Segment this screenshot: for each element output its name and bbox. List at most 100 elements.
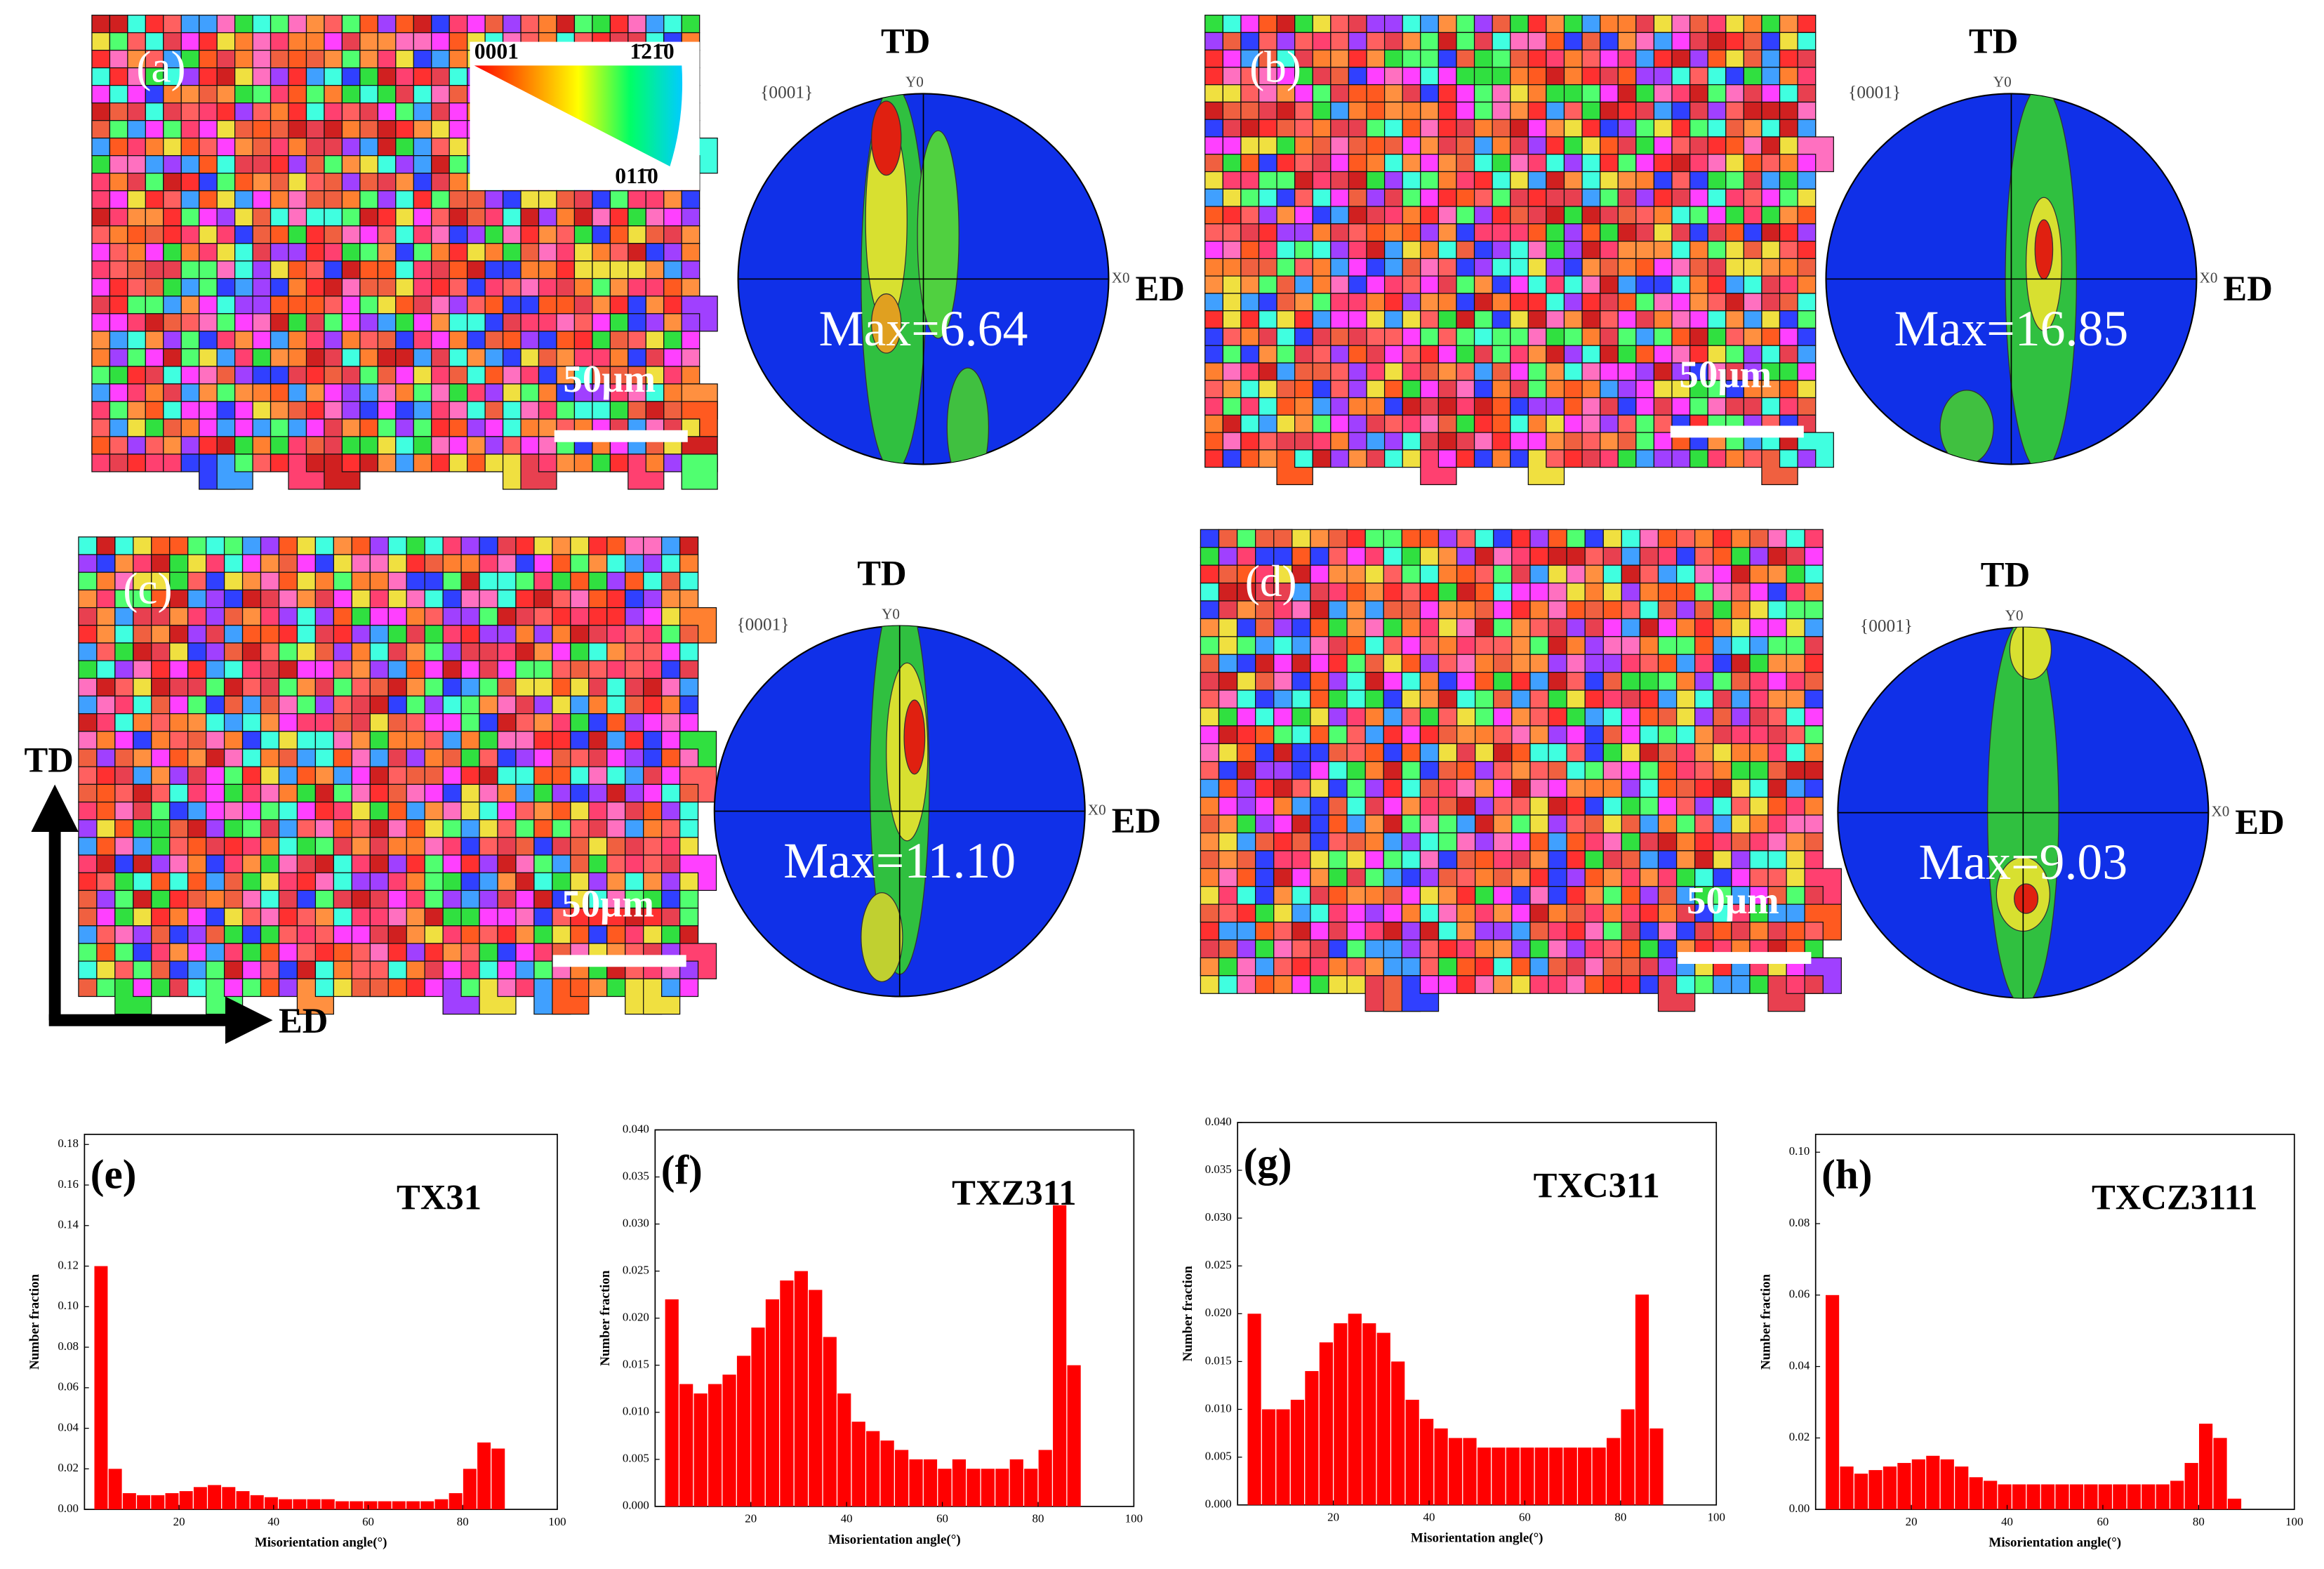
grain: [1420, 84, 1440, 103]
bar: [279, 1499, 293, 1510]
grain: [1767, 618, 1787, 637]
grain: [1694, 814, 1714, 834]
grain: [1456, 547, 1476, 566]
grain: [1797, 171, 1817, 190]
density-contour: [903, 699, 926, 775]
grain: [1621, 814, 1641, 834]
grain: [520, 278, 540, 297]
grain: [497, 819, 517, 838]
grain: [234, 67, 253, 86]
grain: [133, 925, 152, 944]
grain: [406, 801, 425, 821]
grain: [1346, 921, 1366, 941]
grain: [1546, 119, 1565, 138]
grain: [270, 49, 289, 69]
grain: [1437, 449, 1457, 468]
grain: [1804, 975, 1824, 994]
grain: [1527, 223, 1547, 242]
grain: [234, 138, 253, 157]
grain: [260, 766, 280, 785]
grain: [1725, 154, 1745, 173]
grain: [520, 331, 540, 350]
grain: [1200, 707, 1220, 727]
grain: [1675, 636, 1696, 655]
grain: [109, 260, 128, 279]
grain: [223, 854, 244, 873]
grain: [1492, 432, 1511, 451]
grain: [1689, 223, 1708, 242]
grain: [1492, 206, 1511, 225]
grain: [538, 454, 557, 472]
grain: [187, 695, 207, 715]
grain: [442, 571, 462, 591]
grain: [573, 331, 593, 350]
grain: [1420, 49, 1440, 68]
grain: [1258, 432, 1277, 451]
grain: [1492, 380, 1511, 399]
grain: [163, 243, 182, 262]
grain: [1204, 258, 1223, 277]
grain: [1419, 725, 1440, 744]
grain: [1200, 582, 1220, 602]
grain: [333, 536, 352, 555]
grain: [1563, 310, 1583, 329]
grain: [1456, 886, 1476, 905]
bar: [866, 1431, 880, 1507]
grain: [1510, 310, 1529, 329]
grain: [1584, 547, 1604, 566]
grain: [1767, 636, 1787, 655]
grain: [1617, 362, 1637, 381]
grain: [1779, 171, 1798, 190]
axis-td: TD: [24, 741, 73, 780]
grain: [424, 872, 444, 892]
grain: [1743, 119, 1762, 138]
grain: [341, 32, 361, 51]
grain: [1419, 761, 1440, 780]
grain: [324, 208, 343, 227]
grain: [199, 85, 218, 104]
grain: [1383, 275, 1403, 294]
grain: [502, 383, 522, 402]
grain: [1731, 975, 1751, 994]
grain: [199, 173, 218, 192]
grain: [278, 960, 298, 979]
grain: [1456, 832, 1476, 852]
grain: [606, 607, 626, 626]
grain: [234, 14, 253, 34]
grain: [1383, 136, 1403, 155]
grain: [1204, 327, 1223, 346]
grain: [1222, 432, 1242, 451]
grain: [1310, 654, 1329, 673]
grain: [78, 713, 98, 732]
grain: [588, 607, 608, 626]
grain: [467, 225, 486, 244]
grain: [1767, 761, 1787, 780]
grain: [114, 889, 134, 909]
grain: [296, 748, 317, 767]
grain: [1563, 154, 1583, 173]
grain: [260, 731, 280, 750]
bar: [851, 1422, 865, 1507]
grain: [479, 695, 498, 715]
pf-ed: ED: [2235, 802, 2284, 842]
grain: [288, 67, 307, 86]
grain: [351, 731, 371, 750]
grain: [1276, 171, 1296, 190]
grain: [570, 554, 590, 573]
grain: [1276, 154, 1296, 173]
grain: [252, 313, 272, 332]
grain: [288, 278, 307, 297]
grain: [296, 766, 317, 785]
grain: [1310, 582, 1329, 602]
grain: [497, 925, 517, 944]
grain: [387, 713, 407, 732]
grain: [1566, 725, 1586, 744]
grain: [643, 554, 663, 573]
grain: [592, 14, 611, 34]
grain: [645, 225, 665, 244]
grain: [1713, 564, 1732, 584]
grain: [1779, 397, 1798, 416]
grain: [1420, 258, 1440, 277]
grain: [1364, 636, 1384, 655]
grain: [1346, 957, 1366, 977]
